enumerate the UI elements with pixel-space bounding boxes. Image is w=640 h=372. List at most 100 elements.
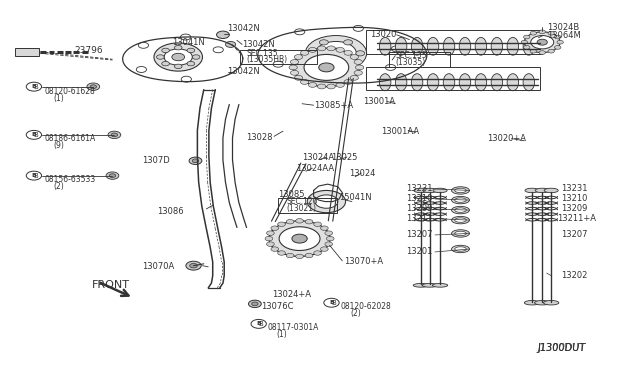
Text: (13021): (13021)	[286, 204, 316, 213]
Ellipse shape	[525, 188, 539, 193]
Circle shape	[187, 61, 195, 66]
Circle shape	[344, 40, 353, 45]
Circle shape	[216, 31, 229, 38]
Text: B: B	[31, 84, 36, 89]
Circle shape	[106, 172, 119, 179]
Text: 13085: 13085	[278, 190, 305, 199]
Circle shape	[291, 60, 299, 64]
Ellipse shape	[507, 37, 518, 55]
Ellipse shape	[491, 74, 502, 91]
Circle shape	[172, 53, 184, 61]
Text: 13024B: 13024B	[547, 23, 579, 32]
Circle shape	[174, 64, 182, 68]
Bar	[278, 198, 337, 213]
Ellipse shape	[428, 74, 439, 91]
Text: 13076C: 13076C	[261, 302, 294, 311]
Text: (13035): (13035)	[396, 58, 426, 67]
Circle shape	[344, 51, 352, 55]
Circle shape	[350, 76, 358, 80]
Ellipse shape	[452, 217, 469, 224]
Text: 13086: 13086	[157, 207, 184, 216]
Circle shape	[325, 231, 333, 235]
Text: 13201: 13201	[406, 247, 433, 256]
Circle shape	[136, 67, 147, 73]
Ellipse shape	[460, 74, 470, 91]
Circle shape	[291, 70, 299, 75]
Circle shape	[225, 41, 236, 47]
Text: 08117-0301A: 08117-0301A	[268, 323, 319, 332]
Ellipse shape	[414, 188, 428, 193]
Circle shape	[327, 46, 335, 51]
Circle shape	[305, 253, 313, 258]
Text: B: B	[259, 321, 264, 327]
Text: 08120-61628: 08120-61628	[44, 87, 95, 96]
Text: FRONT: FRONT	[92, 280, 129, 290]
Ellipse shape	[396, 37, 407, 55]
Circle shape	[26, 171, 42, 180]
Text: 13042N: 13042N	[227, 67, 260, 76]
Text: SEC.135: SEC.135	[246, 49, 278, 58]
Circle shape	[530, 49, 536, 53]
Text: 08156-63533: 08156-63533	[44, 175, 95, 184]
Circle shape	[554, 45, 561, 49]
Circle shape	[189, 157, 202, 164]
Text: 13085+A: 13085+A	[314, 101, 353, 110]
Ellipse shape	[428, 37, 439, 55]
Circle shape	[248, 300, 261, 308]
Circle shape	[316, 41, 356, 65]
Ellipse shape	[452, 196, 469, 204]
Circle shape	[344, 80, 352, 84]
Text: 13001A: 13001A	[364, 97, 396, 106]
Circle shape	[355, 65, 364, 70]
Circle shape	[294, 55, 303, 60]
Ellipse shape	[455, 247, 467, 251]
Circle shape	[278, 251, 285, 255]
Circle shape	[296, 254, 303, 259]
Text: 13020: 13020	[370, 30, 396, 39]
Circle shape	[286, 219, 294, 224]
Bar	[366, 31, 541, 54]
Text: SEC.135: SEC.135	[396, 51, 427, 60]
Circle shape	[301, 51, 308, 55]
Ellipse shape	[455, 218, 467, 222]
Circle shape	[524, 32, 560, 52]
Circle shape	[111, 133, 118, 137]
Text: (1): (1)	[53, 94, 64, 103]
Circle shape	[314, 251, 321, 255]
Circle shape	[326, 236, 334, 241]
Circle shape	[317, 46, 326, 51]
Circle shape	[354, 60, 362, 64]
Circle shape	[314, 222, 321, 227]
Ellipse shape	[475, 74, 486, 91]
Text: 13231: 13231	[561, 185, 588, 193]
Circle shape	[267, 242, 275, 246]
Text: J1300DUT: J1300DUT	[537, 343, 585, 353]
Ellipse shape	[460, 37, 470, 55]
Circle shape	[344, 62, 353, 67]
Circle shape	[174, 45, 182, 50]
Ellipse shape	[422, 283, 438, 287]
Circle shape	[213, 47, 223, 53]
Bar	[15, 48, 39, 55]
Text: B: B	[256, 321, 261, 326]
Ellipse shape	[523, 74, 534, 91]
Text: 13207: 13207	[406, 230, 433, 240]
Circle shape	[138, 42, 148, 48]
Text: 13231: 13231	[406, 185, 433, 193]
Circle shape	[186, 261, 201, 270]
Circle shape	[324, 298, 339, 307]
Text: 13202: 13202	[561, 271, 588, 280]
Circle shape	[537, 39, 547, 45]
Circle shape	[391, 46, 401, 52]
Circle shape	[192, 159, 198, 163]
Circle shape	[271, 226, 278, 230]
Circle shape	[327, 84, 335, 89]
Circle shape	[289, 65, 298, 70]
Circle shape	[252, 302, 258, 306]
Circle shape	[530, 31, 536, 35]
Ellipse shape	[452, 187, 469, 194]
Text: 13210: 13210	[561, 195, 588, 203]
Circle shape	[531, 36, 554, 49]
Circle shape	[353, 25, 364, 31]
Ellipse shape	[544, 188, 558, 193]
